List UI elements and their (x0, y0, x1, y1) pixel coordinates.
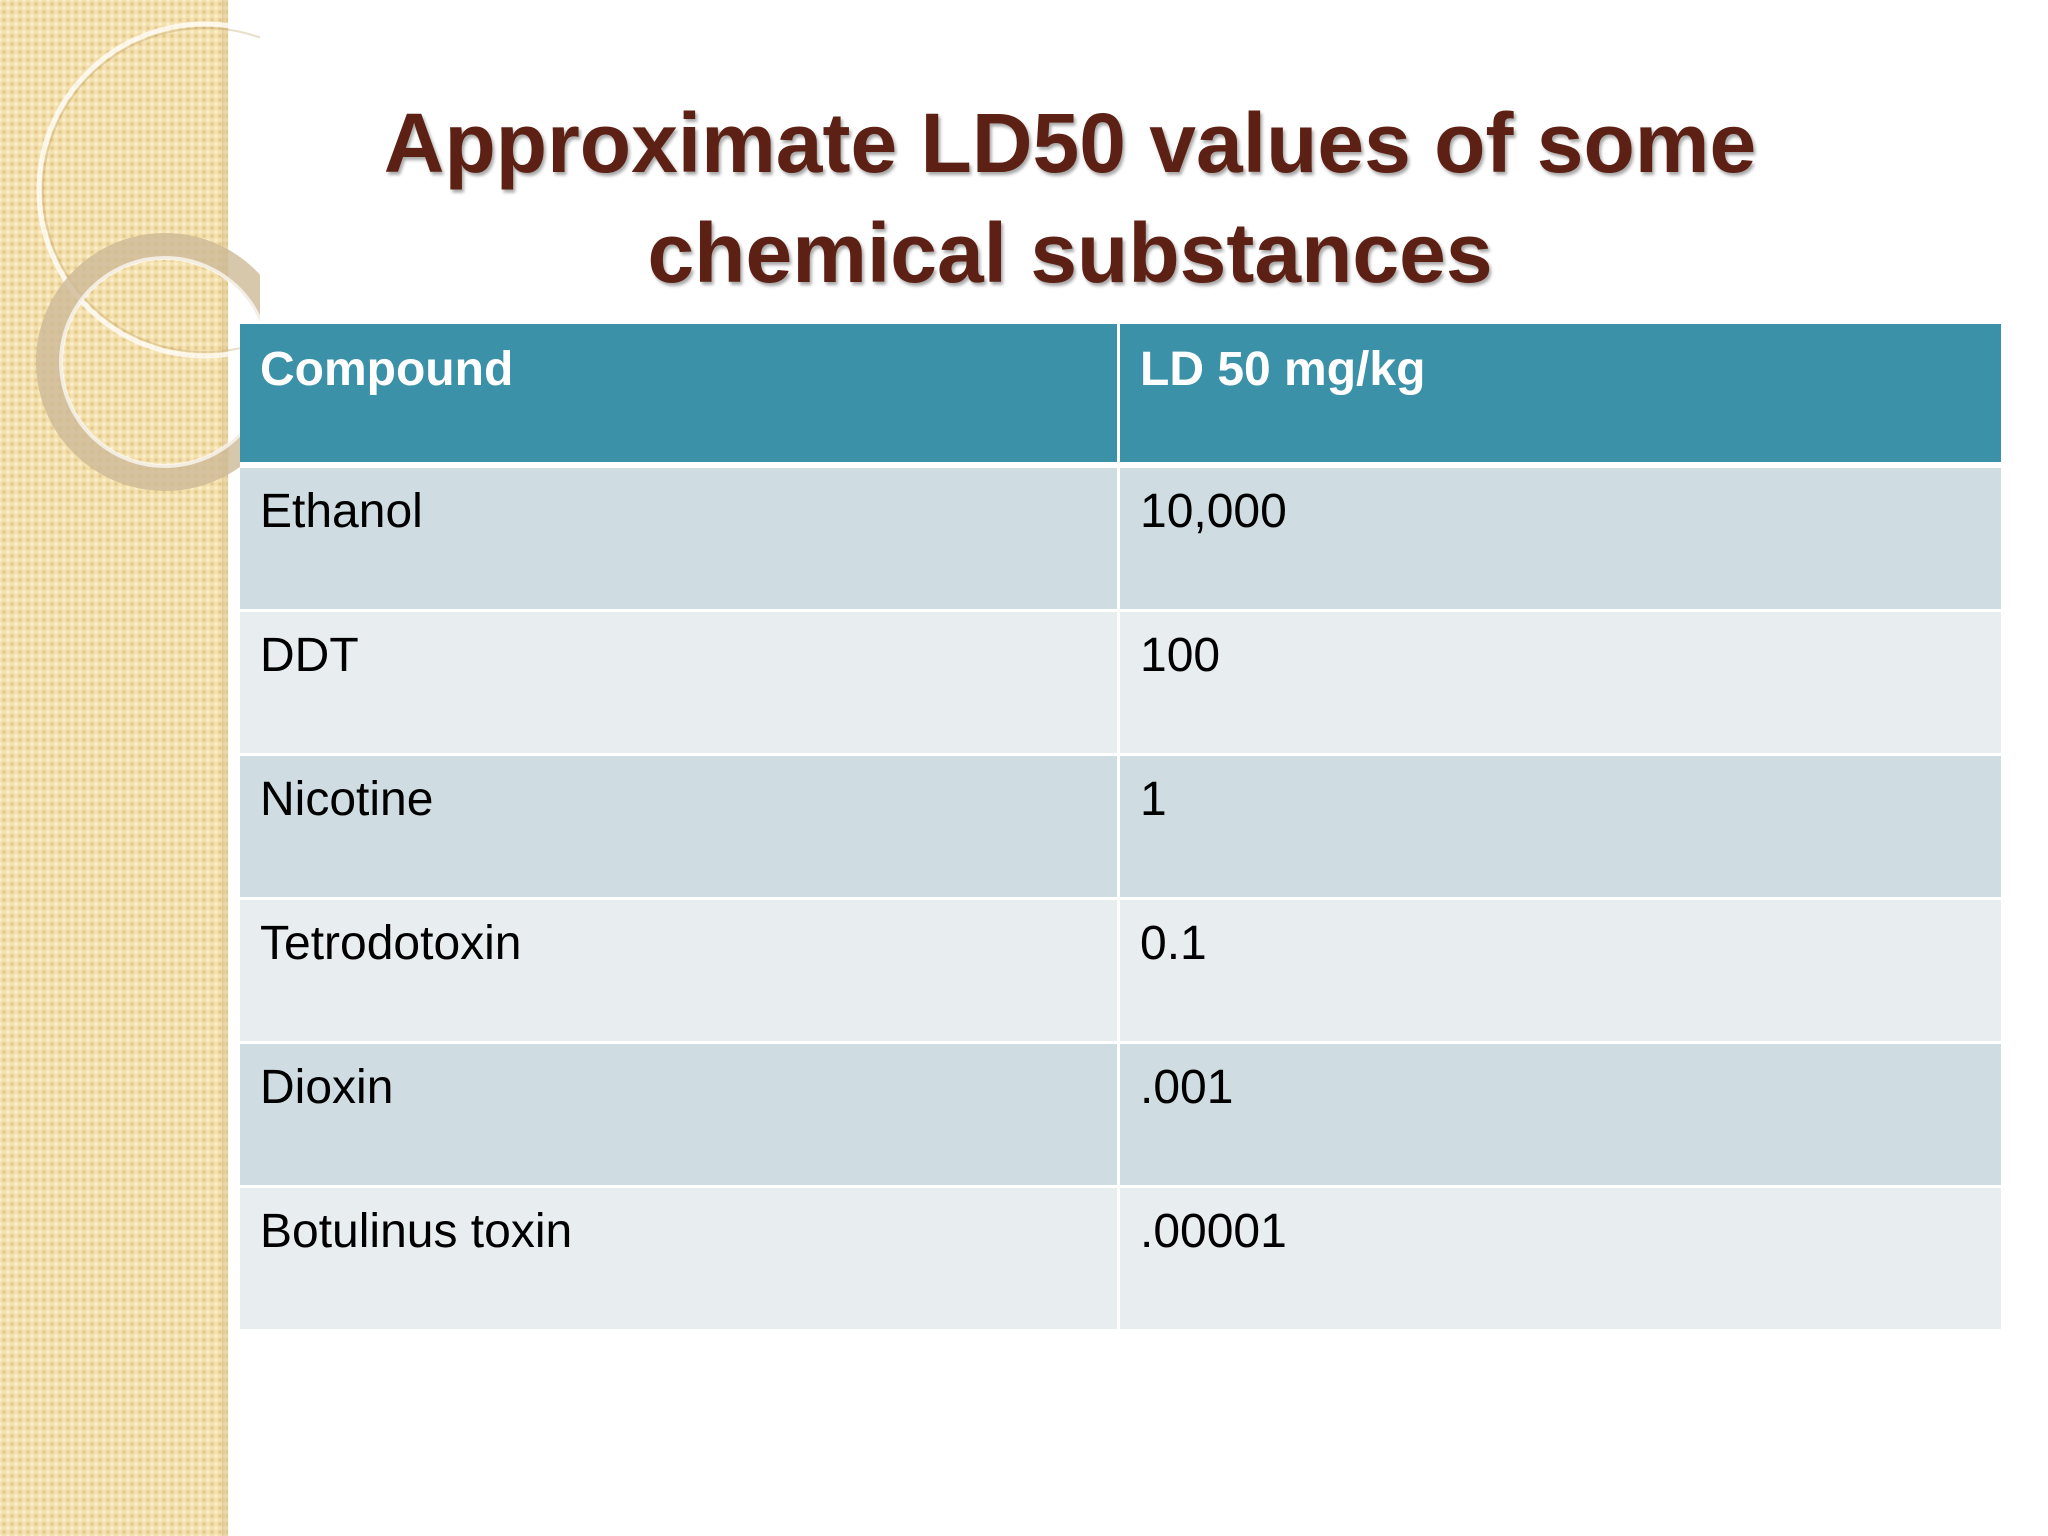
slide-title: Approximate LD50 values of some chemical… (260, 88, 1880, 308)
ld50-cell: 100 (1140, 629, 1221, 682)
table-row: Botulinus toxin .00001 (240, 1188, 2001, 1332)
compound-cell: Ethanol (240, 468, 1120, 609)
ld50-cell: 1 (1140, 773, 1167, 826)
table-row: Nicotine 1 (240, 756, 2001, 900)
compound-cell: Tetrodotoxin (240, 900, 1120, 1041)
header-ld50: LD 50 mg/kg (1140, 343, 1426, 396)
header-compound: Compound (240, 324, 1120, 462)
compound-cell: Botulinus toxin (240, 1188, 1120, 1329)
decorative-side-band (0, 0, 228, 1536)
compound-cell: DDT (240, 612, 1120, 753)
slide-title-line-1: Approximate LD50 values of some (383, 96, 1757, 190)
table-row: Dioxin .001 (240, 1044, 2001, 1188)
table-row: Ethanol 10,000 (240, 468, 2001, 612)
ld50-cell: 0.1 (1140, 917, 1207, 970)
table-header-row: Compound LD 50 mg/kg (240, 324, 2001, 468)
table-row: DDT 100 (240, 612, 2001, 756)
side-band-edge (222, 0, 230, 1536)
slide-title-line-2: chemical substances (647, 206, 1493, 300)
compound-cell: Nicotine (240, 756, 1120, 897)
ld50-cell: .001 (1140, 1061, 1234, 1114)
ld50-table: Compound LD 50 mg/kg Ethanol 10,000 DDT … (240, 324, 2001, 1332)
ld50-cell: .00001 (1140, 1205, 1287, 1258)
compound-cell: Dioxin (240, 1044, 1120, 1185)
table-row: Tetrodotoxin 0.1 (240, 900, 2001, 1044)
ld50-cell: 10,000 (1140, 485, 1287, 538)
